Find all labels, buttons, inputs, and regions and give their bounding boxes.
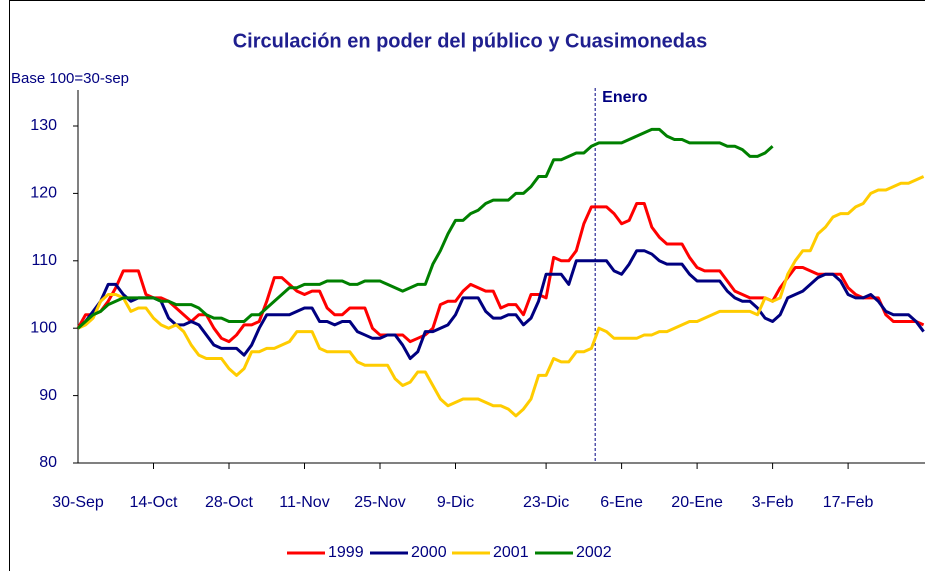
y-axis-label: Base 100=30-sep xyxy=(11,70,129,87)
x-tick-label: 17-Feb xyxy=(823,494,874,511)
chart-title: Circulación en poder del público y Cuasi… xyxy=(233,30,708,52)
x-tick-label: 14-Oct xyxy=(129,494,178,511)
series-line xyxy=(77,175,925,418)
x-tick-label: 25-Nov xyxy=(354,494,406,511)
y-tick-label: 110 xyxy=(31,252,57,269)
x-tick-label: 23-Dic xyxy=(523,494,569,511)
x-tick-label: 6-Ene xyxy=(600,494,643,511)
legend-label: 2001 xyxy=(493,544,529,561)
legend-label: 2000 xyxy=(411,544,447,561)
x-tick-label: 20-Ene xyxy=(671,494,723,511)
chart-frame xyxy=(9,0,925,571)
series-line xyxy=(76,202,925,344)
series-line xyxy=(77,249,925,361)
y-tick-label: 130 xyxy=(30,117,57,134)
x-tick-label: 9-Dic xyxy=(437,494,474,511)
y-tick-label: 100 xyxy=(30,319,57,336)
y-tick-label: 90 xyxy=(39,387,57,404)
legend-label: 2002 xyxy=(576,544,612,561)
marker-label: Enero xyxy=(602,89,648,106)
y-tick-label: 80 xyxy=(39,454,57,471)
x-tick-label: 11-Nov xyxy=(279,494,329,511)
legend-label: 1999 xyxy=(328,544,364,561)
y-tick-label: 120 xyxy=(30,185,57,202)
x-tick-label: 30-Sep xyxy=(52,494,104,511)
x-tick-label: 28-Oct xyxy=(205,494,254,511)
x-tick-label: 3-Feb xyxy=(752,494,794,511)
series-line xyxy=(77,127,774,330)
